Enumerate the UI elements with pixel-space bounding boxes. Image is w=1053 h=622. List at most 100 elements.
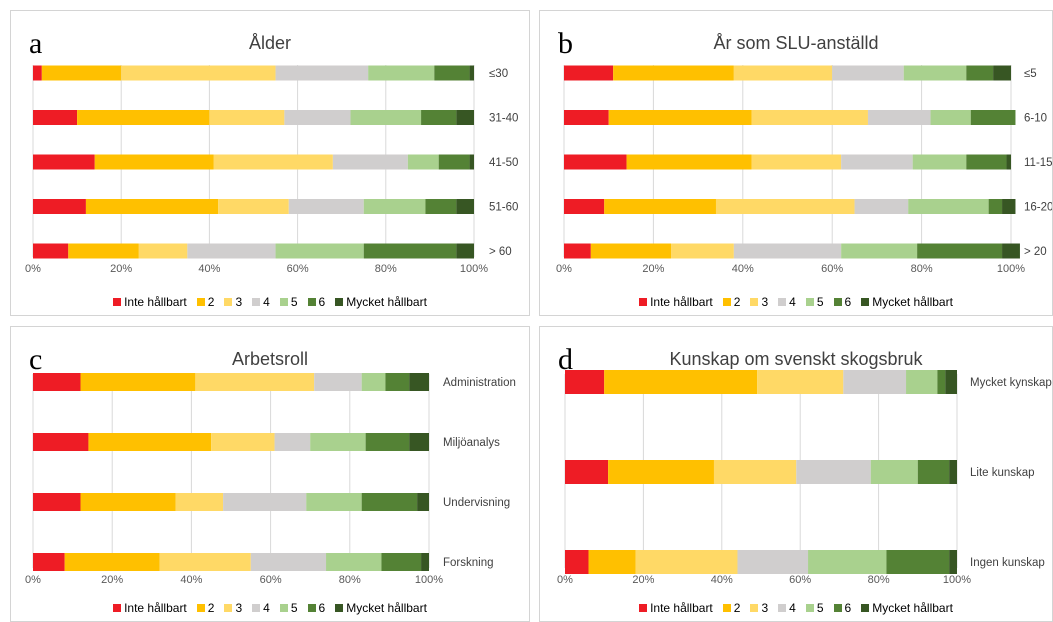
x-tick-label: 20%	[632, 574, 654, 586]
x-tick-label: 20%	[642, 263, 664, 275]
legend-label: Mycket hållbart	[346, 295, 427, 309]
bar-segment	[733, 243, 842, 259]
bar-segment	[368, 65, 435, 81]
legend-label: 5	[816, 601, 824, 615]
legend-item: Mycket hållbart	[335, 601, 427, 615]
legend-swatch	[639, 298, 648, 306]
bar-segment	[908, 199, 989, 214]
legend-label: 5	[290, 601, 298, 615]
legend-swatch	[196, 298, 205, 306]
category-label: Miljöanalys	[443, 437, 500, 449]
legend-label: 2	[733, 295, 741, 309]
legend-swatch	[307, 298, 316, 306]
bar-segment	[314, 373, 362, 391]
bar-segment	[751, 154, 842, 170]
bar-segment	[796, 460, 871, 484]
bar-segment	[565, 460, 609, 484]
bar-segment	[841, 154, 913, 170]
category-label: 16-20	[1024, 202, 1053, 214]
bar-segment	[870, 460, 918, 484]
bar-segment	[417, 493, 429, 511]
bar-segment	[385, 373, 410, 391]
legend-item: 2	[722, 295, 741, 309]
legend-label: 6	[318, 601, 326, 615]
legend-label: 2	[733, 601, 741, 615]
bar-segment	[33, 493, 81, 511]
bar-segment	[843, 370, 907, 394]
bar-segment	[751, 110, 868, 125]
category-label: ≤5	[1024, 68, 1037, 80]
bar-segment	[33, 154, 95, 170]
bar-segment	[33, 553, 65, 571]
bar-segment	[564, 110, 609, 125]
bar-segment	[33, 243, 69, 259]
bar-segment	[326, 553, 382, 571]
bar-segment	[409, 373, 429, 391]
bar-segment	[564, 65, 614, 81]
legend-item: 6	[833, 295, 852, 309]
legend-swatch	[861, 604, 870, 612]
bar-segment	[218, 199, 289, 214]
bar-segment	[159, 553, 251, 571]
bar-segment	[310, 433, 366, 451]
category-label: Lite kunskap	[970, 467, 1035, 479]
x-tick-label: 80%	[911, 263, 933, 275]
legend-item: Mycket hållbart	[861, 295, 953, 309]
chart-title: Arbetsroll	[231, 349, 309, 369]
bar-segment	[917, 460, 950, 484]
bar-segment	[175, 493, 224, 511]
x-tick-label: 40%	[198, 263, 220, 275]
legend-swatch	[750, 604, 759, 612]
legend-item: 2	[722, 601, 741, 615]
legend-item: 2	[196, 601, 214, 615]
category-label: > 20	[1024, 246, 1047, 258]
chart-c-svg: 0% 20% 40% 60% 80% 100% Administration Miljöana…	[25, 373, 516, 586]
legend-label: 6	[844, 601, 852, 615]
legend-item: 3	[750, 295, 768, 309]
x-tick-label: 0%	[556, 263, 572, 275]
legend: Inte hållbart 2 3 4 5 6 Mycket hållbart	[11, 295, 529, 309]
legend-swatch	[805, 604, 814, 612]
bar-segment	[332, 154, 408, 170]
legend-item: 5	[279, 601, 298, 615]
bar-segment	[275, 65, 369, 81]
legend-label: 3	[761, 295, 769, 309]
bar-segment	[213, 154, 333, 170]
legend-label: 3	[235, 295, 243, 309]
legend-swatch	[113, 604, 122, 612]
legend-label: 6	[844, 295, 852, 309]
x-tick-label: 0%	[25, 263, 41, 275]
bar-segment	[626, 154, 752, 170]
x-tick-label: 20%	[101, 574, 123, 586]
bar-segment	[966, 65, 994, 81]
legend-label: 2	[207, 295, 215, 309]
bar-segment	[33, 433, 89, 451]
legend-item: 5	[805, 295, 824, 309]
bar-segment	[425, 199, 457, 214]
bar-segment	[1006, 154, 1011, 170]
legend-item: 6	[307, 601, 326, 615]
x-tick-label: 100%	[460, 263, 488, 275]
bar-segment	[808, 550, 887, 574]
bar-segment	[970, 110, 1016, 125]
bar-segment	[64, 553, 160, 571]
legend-swatch	[335, 604, 344, 612]
legend-item: Inte hållbart	[639, 295, 713, 309]
legend-label: Mycket hållbart	[346, 601, 427, 615]
bar-segment	[1002, 199, 1016, 214]
category-label: Undervisning	[443, 497, 510, 509]
panel-d: 0% 20% 40% 60% 80% 100% Mycket kynskap Lite kun…	[539, 326, 1053, 622]
bar-segment	[713, 460, 797, 484]
bar-segment	[33, 65, 42, 81]
bar-segment	[604, 370, 758, 394]
bar-segment	[80, 493, 176, 511]
bar-segment	[223, 493, 307, 511]
panel-letter: d	[558, 343, 573, 376]
bar-segment	[604, 199, 716, 214]
bar-segment	[949, 550, 957, 574]
legend-swatch	[778, 604, 787, 612]
panel-letter: a	[29, 27, 43, 60]
x-tick-label: 100%	[415, 574, 443, 586]
bar-segment	[564, 154, 627, 170]
legend-swatch	[805, 298, 814, 306]
